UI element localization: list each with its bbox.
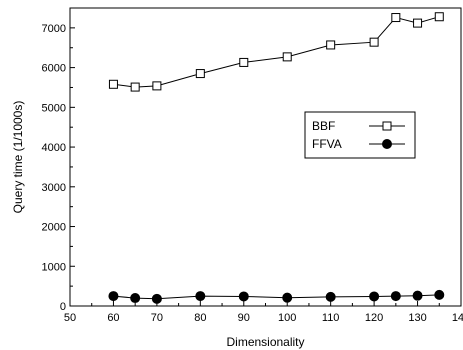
legend: BBF FFVA <box>304 111 416 159</box>
legend-box <box>304 111 416 159</box>
data-point-ffva <box>151 293 162 304</box>
data-point-ffva <box>412 290 423 301</box>
data-point-ffva <box>369 291 380 302</box>
x-tick-label: 130 <box>408 312 426 324</box>
y-tick-label: 3000 <box>42 182 66 194</box>
data-point-bbf <box>326 40 336 50</box>
data-point-ffva <box>390 291 401 302</box>
x-tick-label: 140 <box>452 312 463 324</box>
y-axis-title: Query time (1/1000s) <box>11 101 25 214</box>
data-point-bbf <box>239 57 249 67</box>
data-point-bbf <box>391 13 401 23</box>
x-tick-label: 120 <box>365 312 383 324</box>
y-tick-label: 1000 <box>42 261 66 273</box>
data-point-ffva <box>282 292 293 303</box>
legend-marker-ffva <box>382 139 392 149</box>
data-point-ffva <box>195 291 206 302</box>
x-tick-label: 60 <box>107 312 119 324</box>
x-tick-label: 80 <box>194 312 206 324</box>
y-tick-label: 6000 <box>42 63 66 75</box>
data-point-bbf <box>282 52 292 62</box>
x-tick-label: 50 <box>64 312 76 324</box>
data-point-ffva <box>238 291 249 302</box>
data-point-ffva <box>325 291 336 302</box>
data-point-bbf <box>434 12 444 22</box>
y-tick-label: 4000 <box>42 142 66 154</box>
y-tick-label: 0 <box>60 301 66 313</box>
data-point-bbf <box>195 69 205 79</box>
x-tick-label: 90 <box>238 312 250 324</box>
data-point-bbf <box>369 37 379 47</box>
series-markers <box>108 12 445 304</box>
data-point-bbf <box>108 79 118 89</box>
x-tick-label: 70 <box>151 312 163 324</box>
series-line-bbf <box>113 16 440 88</box>
y-axis-ticks: 0 1000 2000 3000 4000 5000 6000 7000 <box>42 7 75 313</box>
y-tick-label: 2000 <box>42 222 66 234</box>
series-line-ffva <box>113 294 440 300</box>
y-tick-label: 5000 <box>42 102 66 114</box>
legend-marker-bbf <box>382 121 392 131</box>
x-axis-ticks: 50 60 70 80 90 100 110 120 130 140 <box>64 301 463 324</box>
x-axis-title: Dimensionality <box>226 335 304 349</box>
y-tick-label: 7000 <box>42 23 66 35</box>
data-point-ffva <box>434 289 445 300</box>
x-tick-label: 100 <box>278 312 296 324</box>
legend-label-ffva: FFVA <box>312 137 342 151</box>
data-point-ffva <box>108 291 119 302</box>
data-point-bbf <box>130 82 140 92</box>
data-point-ffva <box>130 293 141 304</box>
legend-label-bbf: BBF <box>312 119 335 133</box>
x-tick-label: 110 <box>322 312 340 324</box>
data-point-bbf <box>413 18 423 28</box>
data-point-bbf <box>152 81 162 91</box>
